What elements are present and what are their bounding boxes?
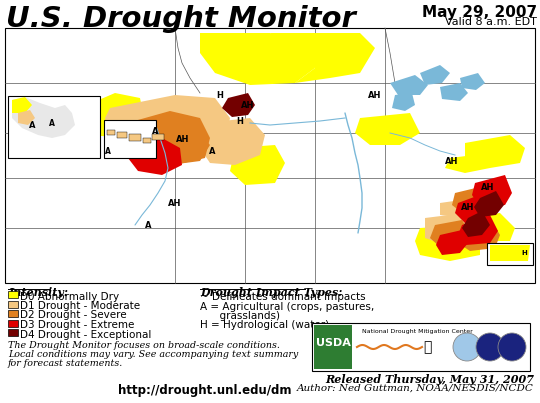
Text: 🌳: 🌳 (423, 340, 431, 354)
Polygon shape (474, 191, 504, 217)
Text: A: A (152, 127, 158, 135)
Bar (117, 132, 127, 138)
Polygon shape (270, 33, 375, 83)
Text: National Drought Mitigation Center: National Drought Mitigation Center (362, 329, 472, 334)
Bar (152, 134, 164, 140)
Text: D3 Drought - Extreme: D3 Drought - Extreme (20, 320, 134, 330)
Text: USDA: USDA (315, 338, 350, 348)
Polygon shape (462, 211, 490, 237)
Text: May 29, 2007: May 29, 2007 (422, 5, 537, 20)
Text: D4 Drought - Exceptional: D4 Drought - Exceptional (20, 330, 151, 339)
Text: H: H (217, 91, 224, 100)
Text: H = Hydrological (water): H = Hydrological (water) (200, 320, 329, 330)
Text: A: A (105, 147, 111, 156)
Bar (107, 130, 115, 135)
Polygon shape (392, 93, 415, 111)
Polygon shape (440, 83, 468, 101)
Polygon shape (445, 153, 490, 173)
Bar (129, 134, 141, 141)
Text: Author: Ned Guttman, NOAA/NESDIS/NCDC: Author: Ned Guttman, NOAA/NESDIS/NCDC (297, 384, 534, 393)
Polygon shape (390, 75, 428, 95)
Bar (143, 138, 151, 143)
Polygon shape (458, 215, 498, 245)
Text: Local conditions may vary. See accompanying text summary: Local conditions may vary. See accompany… (8, 350, 298, 359)
Text: grasslands): grasslands) (200, 311, 280, 321)
Text: The Drought Monitor focuses on broad-scale conditions.: The Drought Monitor focuses on broad-sca… (8, 341, 280, 350)
Bar (5, 28, 535, 283)
Text: H: H (237, 116, 244, 125)
Text: AH: AH (368, 91, 382, 100)
Bar (7, 30, 533, 281)
Polygon shape (118, 111, 210, 165)
Text: Valid 8 a.m. EDT: Valid 8 a.m. EDT (445, 17, 537, 27)
Polygon shape (460, 73, 485, 90)
Bar (8, 329, 18, 336)
Polygon shape (425, 213, 478, 245)
Polygon shape (472, 175, 512, 207)
Text: AH: AH (168, 199, 181, 208)
Text: A: A (145, 222, 151, 231)
Bar (487, 243, 533, 265)
Text: H: H (521, 250, 527, 256)
Text: AH: AH (446, 156, 458, 166)
Polygon shape (12, 97, 75, 138)
Text: A: A (49, 118, 55, 127)
Text: D0 Abnormally Dry: D0 Abnormally Dry (20, 291, 119, 301)
Text: for forecast statements.: for forecast statements. (8, 359, 123, 368)
Text: A: A (209, 147, 215, 156)
Text: D2 Drought - Severe: D2 Drought - Severe (20, 310, 126, 320)
Polygon shape (455, 218, 500, 251)
Text: D1 Drought - Moderate: D1 Drought - Moderate (20, 301, 140, 311)
Polygon shape (355, 113, 420, 145)
Polygon shape (490, 245, 530, 261)
Bar (8, 320, 18, 326)
Bar (104, 120, 156, 158)
Bar (314, 325, 352, 369)
Polygon shape (105, 95, 230, 163)
Polygon shape (455, 193, 495, 223)
Circle shape (476, 333, 504, 361)
Bar (8, 310, 18, 317)
Polygon shape (200, 33, 315, 85)
Text: http://drought.unl.edu/dm: http://drought.unl.edu/dm (118, 384, 292, 397)
Bar (8, 96, 100, 158)
Text: AH: AH (481, 183, 495, 193)
Polygon shape (420, 65, 450, 85)
Bar (8, 301, 18, 307)
Text: AH: AH (461, 204, 475, 212)
Circle shape (453, 333, 481, 361)
Circle shape (498, 333, 526, 361)
Text: Drought Impact Types:: Drought Impact Types: (200, 287, 342, 298)
Polygon shape (430, 220, 470, 247)
Polygon shape (128, 138, 182, 175)
Polygon shape (440, 198, 485, 218)
Bar (312, 323, 530, 371)
Text: Released Thursday, May 31, 2007: Released Thursday, May 31, 2007 (325, 374, 534, 385)
Text: ~ Delineates dominant impacts: ~ Delineates dominant impacts (200, 292, 366, 302)
Polygon shape (18, 110, 35, 125)
Polygon shape (78, 93, 145, 138)
Polygon shape (465, 135, 525, 168)
Polygon shape (436, 230, 468, 255)
Polygon shape (152, 128, 210, 165)
Bar (8, 291, 18, 298)
Text: A = Agricultural (crops, pastures,: A = Agricultural (crops, pastures, (200, 301, 374, 312)
Text: AH: AH (177, 135, 190, 145)
Polygon shape (452, 185, 498, 215)
Text: Intensity:: Intensity: (8, 287, 68, 298)
Polygon shape (415, 225, 480, 261)
Text: U.S. Drought Monitor: U.S. Drought Monitor (6, 5, 356, 33)
Polygon shape (12, 97, 32, 113)
Polygon shape (460, 213, 515, 241)
Text: A: A (29, 120, 35, 129)
Text: AH: AH (241, 102, 255, 110)
Polygon shape (198, 118, 265, 165)
Polygon shape (222, 93, 255, 117)
Polygon shape (230, 145, 285, 185)
